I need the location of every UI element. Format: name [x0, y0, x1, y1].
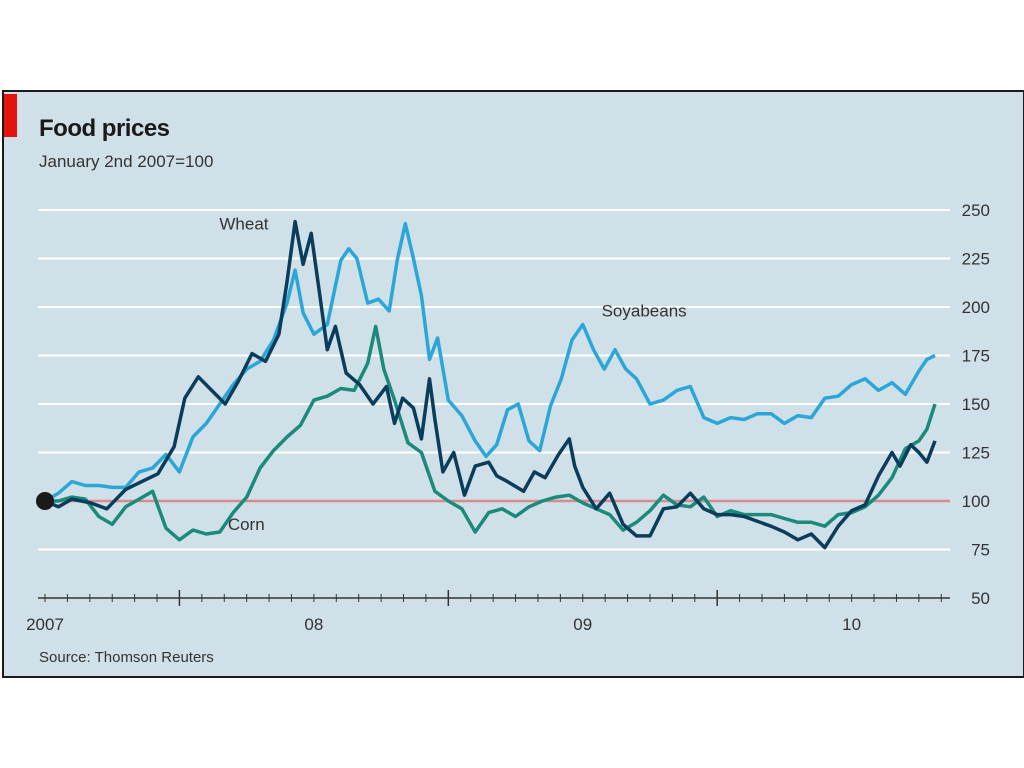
y-tick-label: 200: [962, 298, 990, 317]
x-tick-label: 09: [573, 615, 592, 634]
y-tick-label: 250: [962, 201, 990, 220]
x-axis: 2007 08 09 10: [26, 590, 950, 634]
series-line-soyabeans: [44, 221, 936, 503]
y-tick-label: 125: [962, 444, 990, 463]
gridlines: [38, 209, 950, 551]
origin-dot: [36, 492, 54, 510]
y-tick-label: 175: [962, 347, 990, 366]
y-axis-tick-labels: 50 75 100 125 150 175 200 225 250: [962, 201, 990, 608]
annotation-soyabeans: Soyabeans: [602, 302, 687, 321]
y-tick-label: 150: [962, 395, 990, 414]
chart-subtitle: January 2nd 2007=100: [39, 152, 214, 171]
series-annotations: Wheat Soyabeans Corn: [219, 214, 686, 534]
y-tick-label: 75: [971, 541, 990, 560]
series-line-wheat: [44, 219, 937, 550]
annotation-wheat: Wheat: [219, 214, 268, 233]
red-accent-bar: [4, 94, 17, 137]
x-tick-label: 10: [842, 615, 861, 634]
y-tick-label: 225: [962, 250, 990, 269]
chart-source: Source: Thomson Reuters: [39, 649, 214, 666]
series-lines: [44, 219, 937, 550]
series-line-corn: [45, 324, 937, 542]
chart-title: Food prices: [39, 115, 170, 142]
y-tick-label: 100: [962, 492, 990, 511]
annotation-corn: Corn: [228, 515, 265, 534]
y-tick-label: 50: [971, 589, 990, 608]
x-tick-label: 2007: [26, 615, 64, 634]
x-tick-label: 08: [304, 615, 323, 634]
